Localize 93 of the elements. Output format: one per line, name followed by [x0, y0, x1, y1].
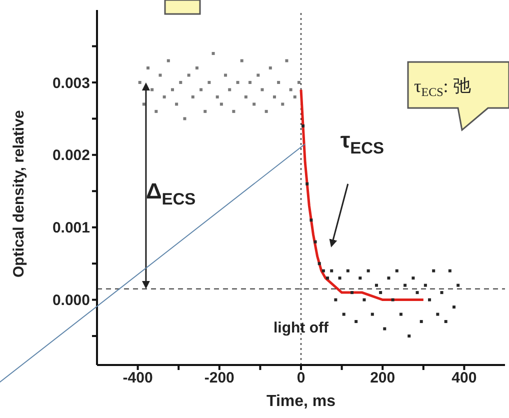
point	[260, 88, 264, 92]
point	[256, 74, 260, 77]
point	[354, 320, 358, 324]
y-tick-label: 0.001	[52, 220, 90, 237]
point	[395, 269, 398, 272]
point	[374, 284, 378, 287]
x-tick-label: -200	[204, 370, 234, 387]
point	[379, 291, 382, 294]
point	[162, 95, 166, 98]
annotation: τ$_{ECS}$: 弛	[414, 76, 471, 99]
point	[293, 95, 296, 98]
point	[232, 110, 236, 113]
point	[220, 102, 223, 106]
point	[289, 88, 292, 92]
point	[264, 110, 268, 113]
point	[383, 327, 386, 330]
point	[428, 298, 432, 302]
point	[216, 95, 219, 98]
point	[146, 66, 150, 70]
point	[183, 117, 186, 120]
point	[326, 276, 330, 280]
point	[358, 276, 362, 280]
point	[228, 88, 232, 92]
y-tick-label: 0.002	[52, 147, 90, 164]
point	[195, 66, 198, 70]
point	[200, 88, 203, 92]
annotation: Δ$_{ECS}$	[146, 178, 196, 208]
point	[391, 298, 394, 302]
point	[310, 218, 313, 222]
annotation: τ$_{ECS}$	[340, 128, 384, 158]
point	[444, 320, 448, 324]
point	[362, 298, 366, 302]
point	[440, 291, 444, 294]
point	[244, 95, 248, 98]
point	[330, 269, 334, 272]
point	[150, 88, 154, 92]
point	[179, 80, 182, 84]
point	[285, 59, 288, 62]
x-tick-label: 400	[452, 370, 477, 387]
y-tick-label: 0.000	[52, 292, 90, 310]
point	[252, 102, 256, 106]
point	[302, 124, 305, 128]
point	[281, 102, 284, 106]
point	[448, 269, 452, 272]
point	[212, 52, 215, 55]
point	[338, 276, 342, 280]
point	[366, 269, 370, 272]
point	[318, 262, 321, 266]
point	[322, 269, 325, 272]
point	[224, 74, 228, 77]
point	[416, 291, 419, 294]
point	[456, 284, 460, 287]
point	[420, 320, 423, 324]
point	[236, 80, 240, 84]
point	[346, 269, 350, 272]
point	[268, 66, 272, 70]
point	[240, 59, 244, 62]
point	[175, 102, 178, 106]
point	[154, 110, 158, 113]
point	[436, 312, 440, 316]
point	[452, 306, 456, 309]
point	[277, 80, 280, 84]
y-axis-title: Optical density, relative	[10, 110, 28, 278]
annotation: light off	[274, 319, 330, 336]
point	[370, 312, 374, 316]
point	[170, 88, 174, 92]
point	[306, 182, 309, 186]
point	[138, 80, 142, 84]
point	[158, 74, 162, 77]
x-axis-title: Time, ms	[266, 393, 336, 410]
point	[412, 276, 415, 280]
point	[191, 95, 194, 98]
point	[187, 74, 190, 77]
point	[272, 95, 276, 98]
point	[342, 312, 346, 316]
point	[399, 312, 402, 316]
point	[408, 334, 411, 338]
point	[350, 291, 354, 294]
point	[166, 59, 170, 62]
point	[208, 80, 211, 84]
point	[404, 284, 407, 287]
point	[334, 298, 338, 302]
point	[432, 269, 436, 272]
point	[314, 240, 317, 244]
x-tick-label: 0	[296, 370, 306, 387]
point	[387, 276, 390, 280]
point	[297, 80, 300, 84]
y-tick-label: 0.003	[52, 74, 90, 92]
x-tick-label: -400	[122, 370, 153, 387]
point	[248, 80, 252, 84]
point	[204, 110, 207, 113]
x-tick-label: 200	[370, 370, 396, 387]
point	[424, 284, 427, 287]
